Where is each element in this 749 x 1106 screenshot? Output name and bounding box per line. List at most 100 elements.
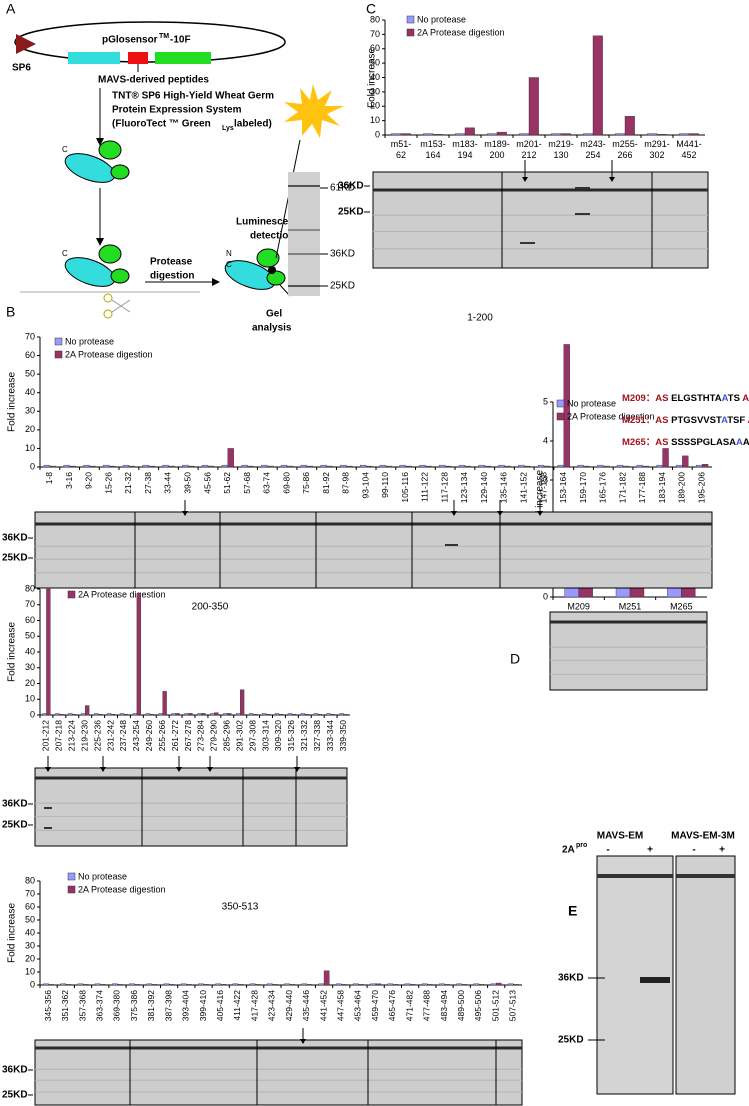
x-tick-label: 129-140: [479, 472, 489, 503]
y-tick-label: 50: [25, 369, 35, 379]
bar: [252, 714, 258, 716]
y-tick-label: 50: [370, 58, 380, 68]
x-tick-label: 441-452: [318, 990, 328, 1021]
y-tick-label: 80: [25, 875, 35, 885]
bar: [278, 714, 284, 716]
y-tick-label: 80: [25, 583, 35, 593]
x-tick-label: 453-464: [353, 990, 363, 1021]
x-tick-label: 309-320: [273, 720, 283, 751]
gel-analysis: analysis: [252, 323, 292, 334]
bar: [184, 713, 189, 716]
system-text: TNT® SP6 High-Yield Wheat Germ: [112, 91, 274, 102]
bar: [603, 465, 610, 468]
x-tick-label: 237-248: [118, 720, 128, 751]
bar: [636, 464, 644, 468]
bar: [197, 713, 202, 716]
x-tick-label: 105-116: [400, 472, 410, 503]
bar: [409, 984, 416, 986]
bar: [473, 983, 480, 986]
x-tick-label: m243-254: [580, 139, 606, 160]
x-tick-label: 15-26: [103, 472, 113, 494]
bar: [439, 464, 446, 468]
lane-label: -: [606, 845, 609, 856]
x-tick-label: 273-284: [196, 720, 206, 751]
y-tick-label: 3: [543, 474, 548, 484]
gel: [675, 855, 736, 1095]
x-tick-label: 333-344: [325, 720, 335, 751]
x-tick-label: 183-194: [657, 472, 667, 503]
x-tick-label: 423-434: [267, 990, 277, 1021]
bar: [81, 713, 86, 716]
gel: [596, 855, 674, 1095]
bar: [358, 984, 364, 986]
gel-marker: 36KD: [2, 533, 28, 544]
bar: [221, 464, 228, 468]
x-tick-label: 459-470: [370, 990, 380, 1021]
arrow-head: [609, 177, 615, 182]
x-tick-label: 219-230: [79, 720, 89, 751]
bar: [456, 983, 462, 986]
x-tick-label: 135-146: [499, 472, 509, 503]
x-tick-label: 261-272: [170, 720, 180, 751]
arrow-head: [176, 767, 182, 772]
x-tick-label: 111-122: [420, 472, 430, 502]
x-tick-label: 123-134: [459, 472, 469, 503]
x-tick-label: 303-314: [260, 720, 270, 751]
bar: [119, 713, 125, 716]
gel-analysis: Gel: [266, 309, 282, 320]
bar: [249, 983, 256, 986]
bar: [149, 714, 154, 716]
bar: [341, 984, 347, 986]
y-tick-label: 70: [370, 29, 380, 39]
gene-segment: [155, 52, 211, 64]
bar: [180, 983, 187, 986]
y-tick-label: 10: [370, 115, 380, 125]
sequence-segment: AS: [655, 415, 671, 426]
bar: [498, 464, 505, 468]
x-tick-label: 3-16: [64, 472, 74, 489]
x-tick-label: 39-50: [182, 472, 192, 494]
arrow-head: [100, 767, 106, 772]
bar: [518, 464, 525, 468]
bar: [688, 133, 699, 136]
y-tick-label: 5: [543, 396, 548, 406]
bar: [317, 714, 322, 716]
terminus: N: [226, 249, 232, 258]
bar: [392, 984, 399, 986]
bar: [340, 464, 347, 468]
gel-marker: 25KD: [338, 207, 364, 218]
y-tick-label: 60: [25, 350, 35, 360]
gel: [549, 611, 708, 691]
system-text: labeled): [234, 119, 272, 130]
bar: [662, 448, 669, 468]
bar: [524, 465, 531, 468]
y-tick-label: 0: [375, 129, 380, 139]
y-tick-label: 50: [25, 914, 35, 924]
bar: [597, 464, 604, 468]
bar: [583, 465, 590, 468]
bar: [455, 133, 466, 136]
x-tick-label: 267-278: [183, 720, 193, 751]
bar: [220, 984, 227, 986]
bar: [306, 984, 313, 986]
bar: [122, 464, 130, 468]
bar: [201, 713, 206, 716]
y-tick-label: 30: [25, 662, 35, 672]
bar: [656, 134, 667, 136]
bar: [286, 465, 294, 468]
bar: [577, 464, 584, 468]
bar: [68, 713, 73, 716]
gel-marker: 36KD: [330, 249, 355, 260]
bar: [444, 465, 452, 468]
x-tick-label: 171-182: [617, 472, 627, 503]
y-axis-label: Fold increase: [7, 903, 18, 963]
bar: [495, 982, 502, 986]
y-tick-label: 40: [370, 72, 380, 82]
gel-marker: 36KD: [558, 973, 584, 984]
promoter: SP6: [12, 63, 31, 74]
sequence-segment: ELGSTHTA: [671, 393, 722, 404]
sequence-segment: A: [721, 415, 728, 426]
bar: [42, 713, 47, 716]
x-tick-label: 381-392: [146, 990, 156, 1021]
